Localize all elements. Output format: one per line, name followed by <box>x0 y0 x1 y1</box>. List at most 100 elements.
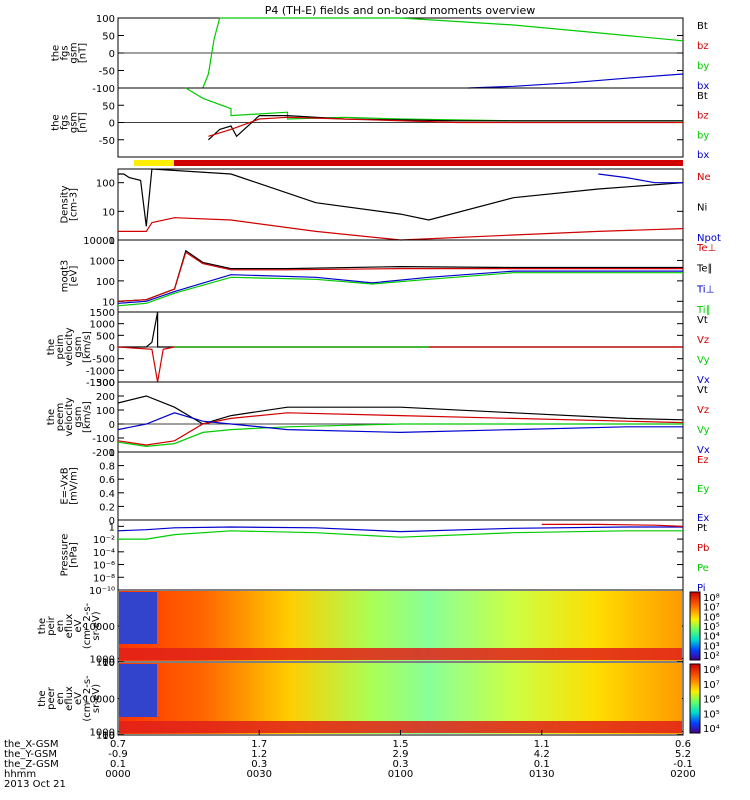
panel-4: moqt3[eV] 10000 1000 100 10 Te⊥ Te∥ Ti⊥ Ti∥ <box>60 236 717 316</box>
y-tick-label: 0.6 <box>99 475 115 486</box>
panel-ylabel: Density[cm-3] <box>60 185 80 223</box>
legend-Te⊥: Te⊥ <box>696 243 716 254</box>
x-row-value: 2.9 <box>393 749 409 760</box>
y-tick-label: 500 <box>96 331 115 342</box>
series-line-Ni <box>118 168 684 227</box>
y-tick-label: 1 <box>109 522 115 533</box>
colorbar-tick-label: 10⁸ <box>703 665 720 676</box>
series-line-Vz <box>117 346 683 383</box>
legend-Ey: Ey <box>697 484 709 495</box>
legend-Vx: Vx <box>697 445 710 456</box>
panel-ylabel-line: velocity <box>64 327 75 366</box>
series-line-Te∥ <box>117 249 683 302</box>
panel-ylabel-line: [nPa] <box>69 542 80 568</box>
panel-frame <box>117 519 684 591</box>
colorbar-tick-label: 10⁴ <box>703 632 720 643</box>
panel-ylabel-line: en <box>55 620 66 633</box>
y-tick-label: 100 <box>96 731 115 742</box>
colorbar <box>689 591 701 661</box>
panel-ylabel-line: peim <box>55 334 66 359</box>
panel-ylabel-line: velocity <box>64 397 75 436</box>
y-tick-label: 10⁻¹⁰ <box>89 586 115 597</box>
panel-2: thefgsgsm[nT] 50 0 -50 Bt bz by bx <box>51 87 709 161</box>
colorbar-tick-label: 10⁶ <box>703 695 720 706</box>
y-tick-label: 10⁻⁸ <box>93 573 115 584</box>
y-tick-label: 0 <box>109 343 115 354</box>
colorbar-tick-label: 10² <box>703 651 720 662</box>
panel-ylabel-line: [km/s] <box>82 401 93 433</box>
y-tick-label: 1 <box>109 448 115 459</box>
y-tick-label: 0.4 <box>99 489 115 500</box>
legend-Vx: Vx <box>697 375 710 386</box>
y-tick-label: 1500 <box>90 308 115 319</box>
panel-ylabel-line: the <box>37 618 48 634</box>
panel-8: Pressure[nPa] 1 10⁻² 10⁻⁴ 10⁻⁶10⁻⁸ 10⁻¹⁰ Pt Pb P… <box>60 519 709 597</box>
legend-Ex: Ex <box>697 513 709 524</box>
x-row-value: 0.1 <box>110 759 126 770</box>
y-tick-label: 10⁻⁴ <box>93 548 115 559</box>
x-row-value: 0030 <box>247 769 272 780</box>
panel-ylabel-line: the <box>46 339 57 355</box>
x-row-value: 0100 <box>388 769 413 780</box>
x-row-label: hhmm <box>4 769 36 780</box>
x-row-value: -0.1 <box>673 759 693 770</box>
panel-ylabel-line: the <box>51 45 62 61</box>
x-row-label: the_X-GSM <box>4 739 58 750</box>
legend-Vy: Vy <box>697 355 710 366</box>
x-row-label: the_Z-GSM <box>4 759 59 770</box>
panel-9: thepeirenefluxeV(cm^2-s-sr-eV)1000010001… <box>37 589 720 669</box>
panel-ylabel-line: peem <box>55 403 66 431</box>
mode-bar-slow <box>134 160 174 166</box>
series-line-Vx <box>117 412 683 434</box>
x-row-value: 5.2 <box>675 749 691 760</box>
series-line-Pt <box>117 526 683 533</box>
panel-ylabel-line: eflux <box>64 686 75 711</box>
y-tick-label: 1000 <box>90 256 115 267</box>
y-tick-label: 10⁻⁶ <box>93 561 115 572</box>
panel-ylabel-line: Pressure <box>60 534 71 577</box>
y-tick-label: 100 <box>96 179 115 190</box>
panel-frame <box>117 239 684 313</box>
y-tick-label: 10 <box>102 731 115 742</box>
y-tick-label: 0 <box>109 516 115 527</box>
series-line-Pe <box>118 530 683 540</box>
y-tick-label: 1000 <box>90 654 115 665</box>
series-line-Ti∥ <box>117 272 683 307</box>
legend-Ti∥: Ti∥ <box>696 305 711 316</box>
legend-bz: bz <box>697 41 709 52</box>
panel-ylabel-line: sr-eV) <box>91 684 102 713</box>
panel-frame <box>117 451 684 521</box>
x-row-value: 0.3 <box>393 759 409 770</box>
series-line-Npot <box>598 173 683 184</box>
series-line-by <box>202 17 684 89</box>
panel-ylabel-line: fgs <box>60 115 71 130</box>
y-tick-label: -500 <box>92 355 115 366</box>
y-tick-label: 10⁻² <box>93 535 115 546</box>
legend-Ti⊥: Ti⊥ <box>696 284 714 295</box>
legend-bx: bx <box>697 150 709 161</box>
series-line-Bt <box>207 114 683 141</box>
legend-Ez: Ez <box>697 455 709 466</box>
panel-ylabel-line: moqt3 <box>60 260 71 293</box>
y-tick-label: -1500 <box>86 378 115 389</box>
series-line-Vt <box>117 395 684 425</box>
colorbar-tick-label: 10⁷ <box>703 680 720 691</box>
y-tick-label: -1000 <box>86 366 115 377</box>
colorbar <box>689 663 701 734</box>
y-tick-label: -100 <box>92 434 115 445</box>
y-tick-label: 100 <box>96 14 115 25</box>
colorbar-tick-label: 10⁴ <box>703 724 720 735</box>
panel-6: thepeemvelocitygsm[km/s]3002001000-100-2… <box>46 378 710 459</box>
panel-ylabel-line: [nT] <box>78 112 89 132</box>
x-row-value: 1.2 <box>251 749 267 760</box>
panel-ylabel-line: Density <box>60 185 71 223</box>
y-tick-label: 0 <box>109 119 115 130</box>
panel-ylabel-line: [eV] <box>69 266 80 287</box>
series-line-Pb <box>541 523 684 527</box>
y-tick-label: -100 <box>92 84 115 95</box>
panel-ylabel-line: the <box>37 690 48 706</box>
panel-3: Density[cm-3] 100 10 1 Ne Ni Npot <box>60 168 721 247</box>
legend-Vz: Vz <box>697 335 709 346</box>
legend-Vt: Vt <box>697 315 708 326</box>
plot-title: P4 (TH-E) fields and on-board moments ov… <box>265 4 536 17</box>
